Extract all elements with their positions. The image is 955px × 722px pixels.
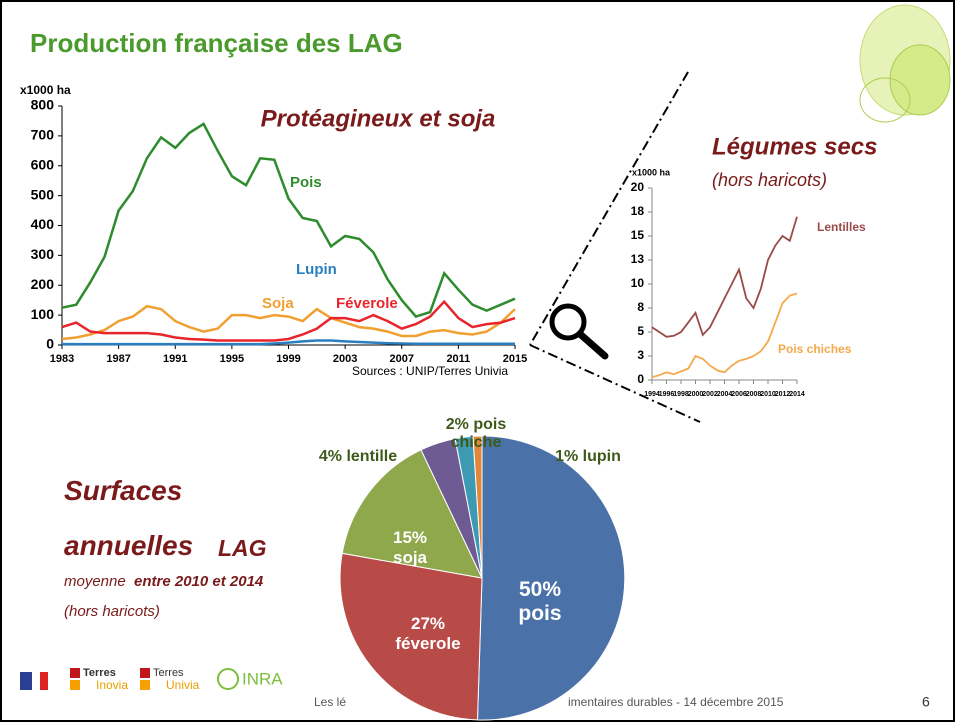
x-tick-label: 1987 <box>106 353 130 365</box>
logo-text: Terres <box>83 667 116 679</box>
pie-label: 4% lentille <box>298 448 418 466</box>
series-label: Pois chiches <box>778 342 852 356</box>
chart-title: Légumes secs <box>712 133 877 160</box>
x-tick-label: 1996 <box>659 391 675 398</box>
x-tick-label: 2014 <box>789 391 805 398</box>
x-tick-label: 2007 <box>390 353 414 365</box>
footer-text: Les lé <box>314 695 346 709</box>
x-tick-label: 1994 <box>644 391 660 398</box>
pie-subtitle: moyenne <box>64 573 126 590</box>
y-tick-label: 0 <box>637 372 644 386</box>
source: Sources : UNIP/Terres Univia <box>352 364 508 378</box>
zoom-lines <box>530 72 700 422</box>
series-label: Féverole <box>336 295 398 312</box>
x-tick-label: 2010 <box>760 391 776 398</box>
y-tick-label: 13 <box>631 252 645 266</box>
y-tick-label: 0 <box>46 336 54 352</box>
y-axis-label: x1000 ha <box>632 167 671 177</box>
x-tick-label: 2008 <box>746 391 762 398</box>
y-tick-label: 15 <box>631 228 645 242</box>
x-tick-label: 1991 <box>163 353 187 365</box>
slide: Production française des LAG Terres Inov… <box>0 0 955 722</box>
series-label: Lupin <box>296 261 337 278</box>
x-tick-label: 2015 <box>503 353 527 365</box>
y-tick-label: 600 <box>31 156 55 172</box>
footer-text: imentaires durables - 14 décembre 2015 <box>568 695 784 709</box>
y-tick-label: 10 <box>631 276 645 290</box>
y-tick-label: 300 <box>31 246 55 262</box>
x-tick-label: 1995 <box>220 353 244 365</box>
x-tick-label: 1983 <box>50 353 74 365</box>
y-tick-label: 500 <box>31 186 55 202</box>
x-tick-label: 2012 <box>775 391 791 398</box>
pie-title-tag: LAG <box>218 535 267 561</box>
logo-text: Univia <box>166 678 200 692</box>
pie-title: annuelles <box>64 530 193 562</box>
series-label: Soja <box>262 295 294 312</box>
slide-title: Production française des LAG <box>30 28 403 58</box>
y-axis-label: x1000 ha <box>20 83 71 97</box>
series-line <box>62 341 515 345</box>
chart-title: Protéagineux et soja <box>261 105 496 132</box>
y-tick-label: 700 <box>31 127 55 143</box>
pie-subtitle: entre 2010 et 2014 <box>134 573 263 590</box>
series-line <box>62 124 515 317</box>
y-tick-label: 18 <box>631 204 645 218</box>
x-tick-label: 1998 <box>673 391 689 398</box>
y-tick-label: 100 <box>31 306 55 322</box>
logo-text: Terres <box>153 667 184 679</box>
series-line <box>652 217 797 337</box>
pie-label: 2% pois chiche <box>426 416 526 453</box>
series-label: Pois <box>290 174 322 191</box>
y-tick-label: 5 <box>637 324 644 338</box>
y-tick-label: 20 <box>631 180 645 194</box>
pie-label: 1% lupin <box>538 448 638 466</box>
magnifier-icon <box>552 306 605 356</box>
logo-text: INRA <box>242 669 283 688</box>
x-tick-label: 1999 <box>276 353 300 365</box>
y-tick-label: 400 <box>31 216 55 232</box>
x-tick-label: 2003 <box>333 353 357 365</box>
y-tick-label: 200 <box>31 276 55 292</box>
footer-logos <box>20 668 238 690</box>
x-tick-label: 2004 <box>717 391 733 398</box>
x-tick-label: 2002 <box>702 391 718 398</box>
x-tick-label: 2000 <box>688 391 704 398</box>
pie-label: 50% pois <box>500 578 580 626</box>
x-tick-label: 2006 <box>731 391 747 398</box>
series-label: Lentilles <box>817 220 866 234</box>
y-tick-label: 800 <box>31 97 55 113</box>
page-number: 6 <box>922 694 930 710</box>
logo-text: Inovia <box>96 678 128 692</box>
decoration <box>860 5 950 122</box>
pie-title: Surfaces <box>64 475 182 507</box>
y-tick-label: 3 <box>637 348 644 362</box>
y-tick-label: 8 <box>637 300 644 314</box>
pie-note: (hors haricots) <box>64 603 160 620</box>
pie-label: 27% féverole <box>388 614 468 653</box>
x-tick-label: 2011 <box>446 353 470 365</box>
pie-label: 15% soja <box>380 528 440 567</box>
subtitle: (hors haricots) <box>712 170 827 190</box>
